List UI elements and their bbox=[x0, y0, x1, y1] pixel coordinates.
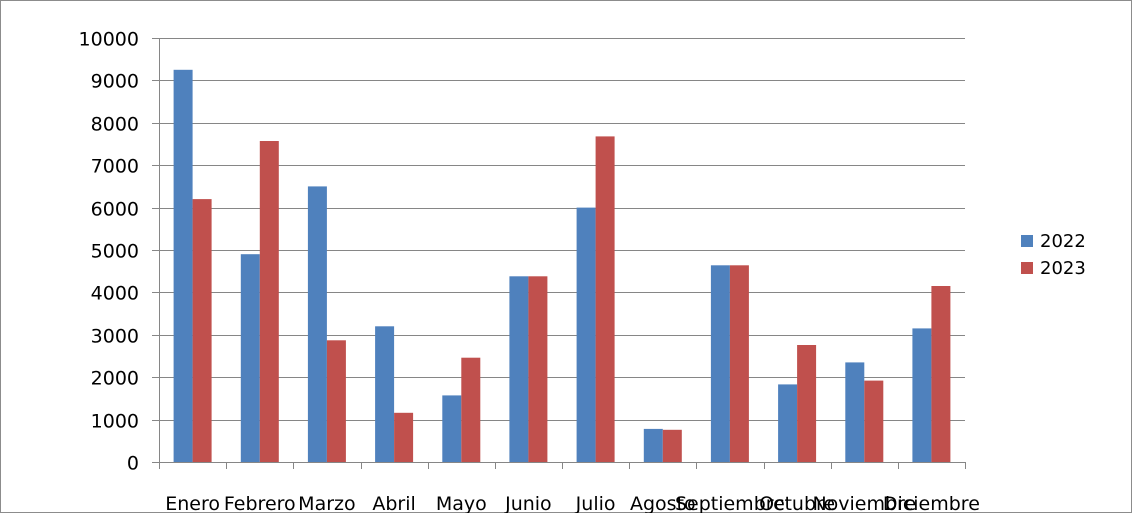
x-tick-label: Febrero bbox=[224, 493, 296, 513]
y-tick-label: 0 bbox=[127, 453, 139, 475]
x-tick-label: Noviembre bbox=[812, 493, 916, 513]
bar-2022-junio bbox=[509, 276, 529, 462]
y-tick-label: 6000 bbox=[91, 199, 139, 221]
y-tick-label: 5000 bbox=[91, 241, 139, 263]
bar-2022-marzo bbox=[307, 186, 327, 462]
bar-2023-febrero bbox=[259, 141, 279, 462]
y-tick-label: 3000 bbox=[91, 326, 139, 348]
y-tick-label: 1000 bbox=[91, 411, 139, 433]
x-tick-label: Mayo bbox=[436, 493, 487, 513]
bar-2023-abril bbox=[394, 412, 414, 462]
legend-swatch-2022 bbox=[1021, 235, 1033, 247]
x-tick-label: Julio bbox=[575, 493, 616, 513]
legend-label-2022: 2022 bbox=[1040, 231, 1086, 252]
legend-label-2023: 2023 bbox=[1040, 258, 1086, 279]
bar-2023-septiembre bbox=[729, 265, 749, 462]
bar-2023-marzo bbox=[326, 340, 346, 462]
y-tick-label: 7000 bbox=[91, 156, 139, 178]
x-tick-labels: Enero Febrero Marzo Abril Mayo Junio Julio Agos… bbox=[165, 493, 980, 513]
x-tick-label: Marzo bbox=[298, 493, 355, 513]
x-tick-label: Septiembre bbox=[675, 493, 785, 513]
gridlines bbox=[159, 38, 965, 421]
bar-2023-junio bbox=[528, 276, 548, 462]
bars bbox=[173, 69, 951, 463]
legend-swatch-2023 bbox=[1021, 262, 1033, 274]
x-tick-label: Junio bbox=[504, 493, 552, 513]
bar-2023-julio bbox=[595, 136, 615, 462]
bar-2022-agosto bbox=[643, 428, 663, 462]
bar-2022-febrero bbox=[240, 254, 260, 462]
y-tick-label: 10000 bbox=[79, 29, 139, 51]
y-tick-label: 2000 bbox=[91, 368, 139, 390]
legend: 2022 2023 bbox=[1021, 231, 1086, 279]
bar-2022-diciembre bbox=[912, 328, 932, 462]
bar-2023-mayo bbox=[461, 357, 481, 462]
bar-2023-noviembre bbox=[864, 380, 884, 462]
bar-2022-septiembre bbox=[710, 265, 730, 462]
bar-2022-mayo bbox=[442, 395, 462, 462]
x-tick-label: Octubre bbox=[759, 493, 835, 513]
axes bbox=[152, 38, 966, 469]
y-tick-label: 4000 bbox=[91, 283, 139, 305]
bar-2022-octubre bbox=[778, 384, 798, 462]
bar-2023-agosto bbox=[662, 429, 682, 462]
x-tick-label: Agosto bbox=[630, 493, 696, 513]
x-tick-label: Diciembre bbox=[883, 493, 980, 513]
x-tick-label: Enero bbox=[165, 493, 220, 513]
bar-2022-abril bbox=[375, 326, 395, 462]
x-tick-label: Abril bbox=[372, 493, 415, 513]
bar-2022-enero bbox=[173, 69, 193, 463]
bar-2023-octubre bbox=[797, 345, 817, 462]
bar-2022-noviembre bbox=[845, 362, 865, 462]
y-tick-label: 9000 bbox=[91, 71, 139, 93]
y-tick-label: 8000 bbox=[91, 114, 139, 136]
bar-2023-enero bbox=[192, 199, 212, 462]
bar-2022-julio bbox=[576, 207, 596, 462]
bar-2023-diciembre bbox=[931, 286, 951, 462]
y-tick-labels: 0 1000 2000 3000 4000 5000 6000 7000 8000 9000 100… bbox=[79, 29, 139, 475]
